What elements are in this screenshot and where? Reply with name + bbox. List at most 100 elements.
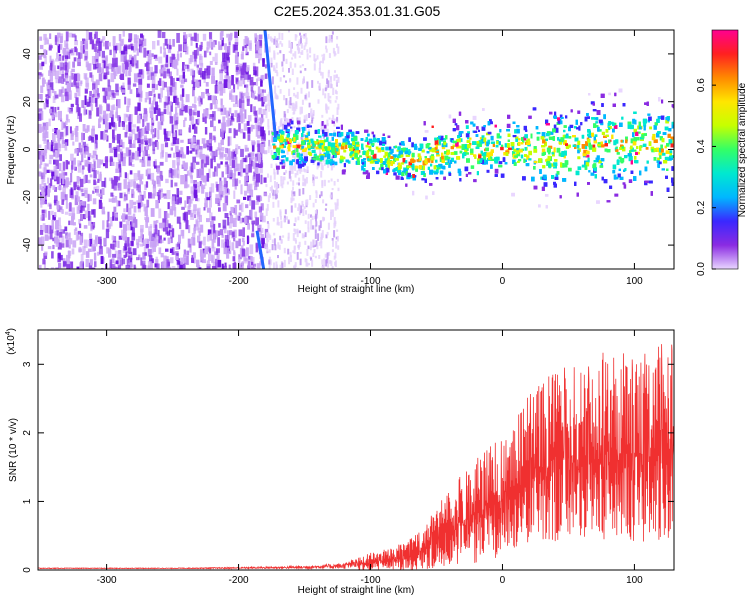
noise-cell <box>66 161 70 165</box>
noise-cell <box>233 207 236 214</box>
noise-cell <box>245 67 250 72</box>
noise-cell <box>136 126 140 132</box>
noise-cell <box>226 188 229 193</box>
signal-cell <box>310 112 313 116</box>
noise-cell <box>245 164 249 174</box>
noise-cell <box>189 172 193 178</box>
noise-cell <box>96 38 101 43</box>
noise-cell <box>55 58 59 62</box>
noise-cell <box>136 242 139 249</box>
noise-cell <box>207 95 212 101</box>
noise-cell <box>54 111 58 118</box>
noise-cell <box>261 238 265 245</box>
faded-cell <box>291 57 294 60</box>
noise-cell <box>222 203 227 212</box>
faded-cell <box>287 232 290 239</box>
noise-cell <box>63 122 67 129</box>
noise-cell <box>148 226 152 236</box>
faded-cell <box>335 74 338 79</box>
noise-cell <box>226 65 229 76</box>
noise-cell <box>65 75 69 86</box>
noise-cell <box>112 236 117 243</box>
noise-cell <box>147 58 152 65</box>
noise-cell <box>133 173 138 181</box>
noise-cell <box>104 57 108 67</box>
noise-cell <box>176 33 180 43</box>
noise-cell <box>140 139 144 145</box>
noise-cell <box>228 33 232 40</box>
noise-cell <box>224 186 227 194</box>
noise-cell <box>186 250 190 256</box>
noise-cell <box>124 96 127 105</box>
noise-cell <box>108 122 112 130</box>
noise-cell <box>261 215 266 223</box>
faded-cell <box>323 53 326 61</box>
noise-cell <box>159 69 164 74</box>
faded-cell <box>276 193 278 199</box>
noise-cell <box>210 158 213 169</box>
faded-cell <box>280 240 283 244</box>
noise-cell <box>47 177 50 184</box>
noise-cell <box>236 81 239 90</box>
faded-cell <box>325 104 328 113</box>
noise-cell <box>155 115 158 121</box>
noise-cell <box>173 132 176 140</box>
faded-cell <box>325 234 328 239</box>
faded-cell <box>310 214 312 218</box>
noise-cell <box>69 261 74 269</box>
faded-cell <box>267 118 270 127</box>
noise-cell <box>101 211 106 215</box>
noise-cell <box>41 192 45 201</box>
faded-cell <box>314 215 317 220</box>
noise-cell <box>111 179 115 189</box>
noise-cell <box>80 253 84 264</box>
noise-cell <box>179 130 182 134</box>
noise-cell <box>56 129 61 138</box>
noise-cell <box>54 107 57 114</box>
noise-cell <box>229 211 232 216</box>
noise-cell <box>75 127 78 137</box>
noise-cell <box>95 154 98 160</box>
noise-cell <box>99 171 102 182</box>
faded-cell <box>311 113 313 118</box>
noise-cell <box>182 212 186 221</box>
noise-cell <box>74 46 77 53</box>
noise-cell <box>255 179 259 187</box>
noise-cell <box>94 98 97 104</box>
noise-cell <box>236 67 239 71</box>
noise-cell <box>258 230 262 235</box>
noise-cell <box>152 41 156 50</box>
noise-cell <box>163 52 167 58</box>
faded-cell <box>291 190 293 197</box>
noise-cell <box>67 233 70 237</box>
noise-cell <box>78 52 83 59</box>
noise-cell <box>143 246 147 255</box>
noise-cell <box>246 235 249 245</box>
noise-cell <box>238 146 241 150</box>
noise-cell <box>196 47 200 56</box>
noise-cell <box>193 227 196 234</box>
noise-cell <box>190 40 193 46</box>
noise-cell <box>91 56 96 65</box>
noise-cell <box>59 173 63 184</box>
noise-cell <box>164 64 169 68</box>
noise-cell <box>106 94 111 100</box>
noise-cell <box>101 267 104 269</box>
noise-cell <box>72 222 76 226</box>
faded-cell <box>297 47 300 54</box>
noise-cell <box>111 63 115 72</box>
noise-cell <box>85 77 89 87</box>
noise-cell <box>112 253 116 258</box>
noise-cell <box>146 50 150 56</box>
noise-cell <box>165 178 169 184</box>
noise-cell <box>122 31 125 37</box>
faded-cell <box>316 245 319 250</box>
faded-cell <box>330 209 333 214</box>
noise-cell <box>98 41 102 51</box>
noise-cell <box>161 226 165 231</box>
noise-cell <box>151 75 156 86</box>
noise-cell <box>72 159 76 170</box>
noise-cell <box>113 176 118 183</box>
noise-cell <box>227 217 230 226</box>
faded-cell <box>282 123 285 131</box>
